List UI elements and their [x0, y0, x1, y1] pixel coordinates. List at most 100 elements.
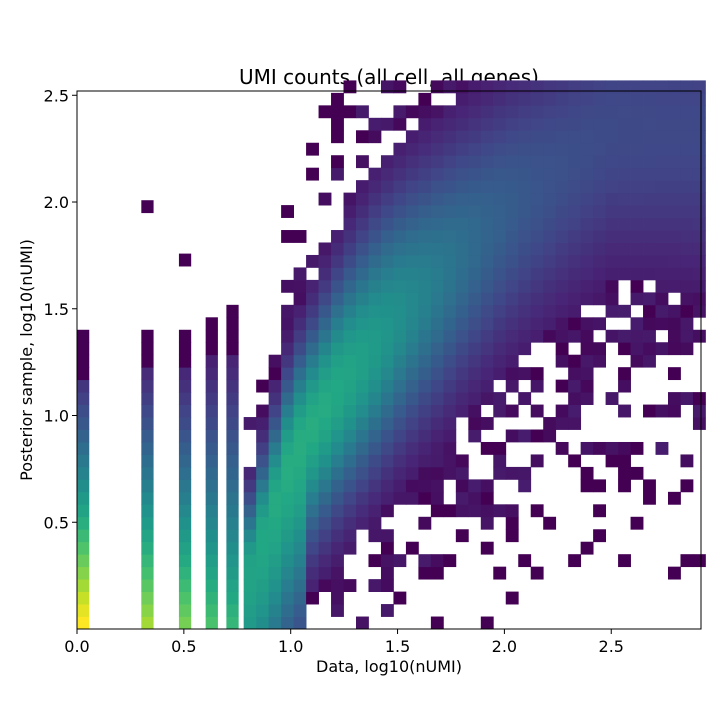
- heatmap-cell: [605, 180, 619, 194]
- heatmap-cell: [205, 529, 218, 543]
- heatmap-cell: [568, 155, 582, 169]
- heatmap-cell: [443, 466, 457, 480]
- heatmap-cell: [306, 566, 319, 580]
- heatmap-cell: [331, 379, 344, 393]
- heatmap-cell: [480, 354, 494, 368]
- heatmap-cell: [443, 180, 457, 194]
- heatmap-cell: [331, 329, 344, 343]
- heatmap-cell: [518, 117, 532, 131]
- heatmap-cell: [141, 529, 154, 543]
- heatmap-cell: [655, 217, 669, 231]
- heatmap-cell: [306, 342, 319, 356]
- heatmap-cell: [692, 329, 706, 343]
- heatmap-cell: [393, 180, 407, 194]
- heatmap-cell: [368, 479, 382, 493]
- heatmap-cell: [243, 566, 257, 580]
- heatmap-cell: [430, 217, 444, 231]
- heatmap-cell: [480, 80, 494, 94]
- heatmap-cell: [77, 616, 90, 630]
- heatmap-cell: [668, 566, 681, 580]
- heatmap-cell: [141, 491, 154, 505]
- heatmap-cell: [405, 105, 419, 119]
- heatmap-cell: [418, 342, 432, 356]
- heatmap-cell: [480, 441, 494, 455]
- heatmap-cell: [256, 604, 270, 617]
- heatmap-cell: [331, 441, 344, 455]
- heatmap-cell: [380, 342, 394, 356]
- heatmap-cell: [505, 192, 519, 206]
- heatmap-cell: [680, 167, 694, 181]
- heatmap-cell: [178, 591, 192, 605]
- heatmap-cell: [480, 342, 494, 356]
- heatmap-cell: [493, 217, 507, 231]
- heatmap-cell: [141, 329, 154, 343]
- heatmap-cell: [480, 242, 494, 256]
- heatmap-cell: [380, 504, 394, 518]
- heatmap-cell: [331, 579, 344, 592]
- heatmap-cell: [343, 80, 357, 94]
- heatmap-cell: [356, 429, 369, 443]
- heatmap-cell: [418, 167, 432, 181]
- heatmap-cell: [493, 242, 507, 256]
- heatmap-cell: [518, 292, 532, 306]
- heatmap-cell: [141, 379, 154, 393]
- heatmap-cell: [655, 317, 669, 331]
- heatmap-cell: [543, 80, 557, 94]
- heatmap-cell: [443, 130, 457, 144]
- heatmap-cell: [380, 579, 394, 592]
- heatmap-cell: [268, 529, 282, 543]
- heatmap-cell: [205, 516, 218, 530]
- heatmap-cell: [418, 105, 432, 119]
- heatmap-cell: [178, 491, 192, 505]
- heatmap-cell: [555, 217, 569, 231]
- heatmap-cell: [268, 379, 282, 393]
- heatmap-cell: [418, 392, 432, 405]
- heatmap-cell: [256, 441, 270, 455]
- heatmap-cell: [580, 279, 594, 293]
- heatmap-cell: [226, 404, 239, 418]
- heatmap-cell: [655, 267, 669, 281]
- heatmap-cell: [178, 441, 192, 455]
- heatmap-cell: [293, 566, 307, 580]
- heatmap-cell: [480, 180, 494, 194]
- heatmap-cell: [668, 142, 681, 156]
- heatmap-cell: [430, 379, 444, 393]
- heatmap-cell: [356, 192, 369, 206]
- heatmap-cell: [256, 616, 270, 630]
- heatmap-cell: [555, 417, 569, 430]
- heatmap-cell: [530, 454, 544, 468]
- heatmap-cell: [77, 504, 90, 518]
- heatmap-cell: [593, 192, 606, 206]
- heatmap-cell: [343, 267, 357, 281]
- heatmap-cell: [455, 192, 469, 206]
- heatmap-cell: [430, 329, 444, 343]
- heatmap-cell: [568, 92, 582, 106]
- heatmap-cell: [331, 317, 344, 331]
- heatmap-cell: [555, 192, 569, 206]
- heatmap-cell: [405, 417, 419, 430]
- heatmap-cell: [281, 616, 294, 630]
- heatmap-cell: [380, 367, 394, 381]
- heatmap-cell: [318, 479, 332, 493]
- heatmap-cell: [580, 130, 594, 144]
- heatmap-cell: [380, 566, 394, 580]
- heatmap-cell: [618, 404, 631, 418]
- heatmap-cell: [393, 254, 407, 268]
- heatmap-cell: [356, 292, 369, 306]
- heatmap-cell: [618, 242, 631, 256]
- heatmap-cell: [455, 479, 469, 493]
- heatmap-cell: [692, 80, 706, 94]
- heatmap-cell: [468, 329, 482, 343]
- heatmap-cell: [343, 329, 357, 343]
- heatmap-cell: [518, 367, 532, 381]
- heatmap-cell: [256, 429, 270, 443]
- heatmap-cell: [393, 242, 407, 256]
- heatmap-cell: [343, 429, 357, 443]
- heatmap-cell: [493, 205, 507, 218]
- heatmap-cell: [368, 441, 382, 455]
- heatmap-cell: [393, 491, 407, 505]
- heatmap-cell: [605, 267, 619, 281]
- heatmap-cell: [380, 329, 394, 343]
- heatmap-cell: [343, 417, 357, 430]
- heatmap-cell: [380, 404, 394, 418]
